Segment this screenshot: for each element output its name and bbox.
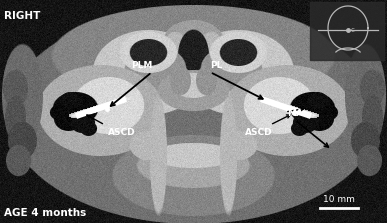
Text: RIGHT: RIGHT [4, 11, 40, 21]
Text: PL: PL [210, 61, 223, 70]
Text: c: c [351, 27, 355, 33]
Text: 10 mm: 10 mm [323, 195, 355, 204]
Text: ASCD: ASCD [108, 128, 135, 137]
Text: ASCD: ASCD [245, 128, 272, 137]
Text: MA: MA [287, 109, 303, 118]
Text: PLM: PLM [131, 61, 152, 70]
Text: AGE 4 months: AGE 4 months [4, 208, 86, 218]
